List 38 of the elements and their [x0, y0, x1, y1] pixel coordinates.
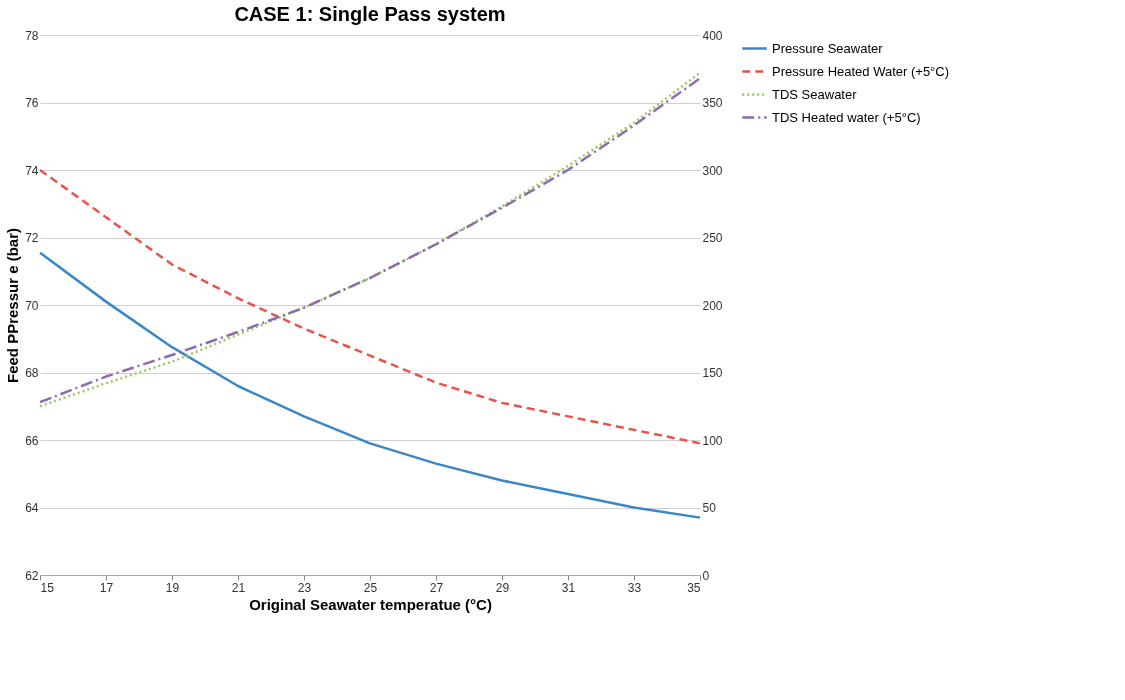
y2-tick-label: 0 — [702, 568, 710, 583]
x-tick-label: 21 — [231, 580, 246, 595]
legend-label: Pressure Seawater — [772, 40, 884, 56]
y2-tick-label: 300 — [702, 163, 723, 178]
y-tick-label: 76 — [25, 96, 39, 110]
y-tick-label: 64 — [25, 501, 39, 515]
y2-tick-label: 350 — [702, 96, 723, 110]
y2-tick-label: 150 — [702, 366, 723, 380]
x-tick-label: 19 — [165, 580, 180, 595]
x-tick-label: 35 — [687, 580, 701, 595]
x-tick-label: 31 — [561, 580, 576, 595]
x-axis-title: Original Seawater temperatue (°C) — [249, 595, 492, 613]
x-tick-label: 17 — [99, 580, 114, 595]
x-tick-label: 33 — [627, 580, 642, 595]
y2-tick-label: 200 — [702, 298, 723, 313]
y-axis-title: Feed PPressur e (bar) — [4, 227, 22, 384]
y-tick-label: 68 — [25, 366, 39, 380]
y-tick-label: 74 — [25, 163, 39, 178]
y-tick-label: 66 — [25, 433, 39, 448]
y2-tick-label: 250 — [702, 231, 723, 245]
y-tick-label: 72 — [25, 231, 39, 245]
y2-tick-label: 100 — [702, 433, 723, 448]
y-tick-label: 62 — [25, 568, 39, 583]
x-tick-label: 29 — [495, 580, 510, 595]
x-tick-label: 27 — [429, 580, 444, 595]
legend-label: Pressure Heated Water (+5°C) — [772, 63, 950, 79]
y2-tick-label: 50 — [702, 501, 717, 515]
legend-label: TDS Seawater — [772, 86, 858, 102]
line-series — [38, 251, 702, 519]
y2-tick-label: 400 — [702, 28, 723, 43]
y-tick-label: 78 — [25, 28, 39, 43]
legend-label: TDS Heated water (+5°C) — [772, 109, 921, 125]
chart-title: CASE 1: Single Pass system — [234, 3, 506, 25]
x-tick-label: 23 — [297, 580, 312, 595]
x-tick-label: 25 — [363, 580, 378, 595]
line-series — [38, 168, 702, 445]
y-tick-label: 70 — [25, 298, 39, 313]
x-tick-label: 15 — [40, 580, 55, 595]
